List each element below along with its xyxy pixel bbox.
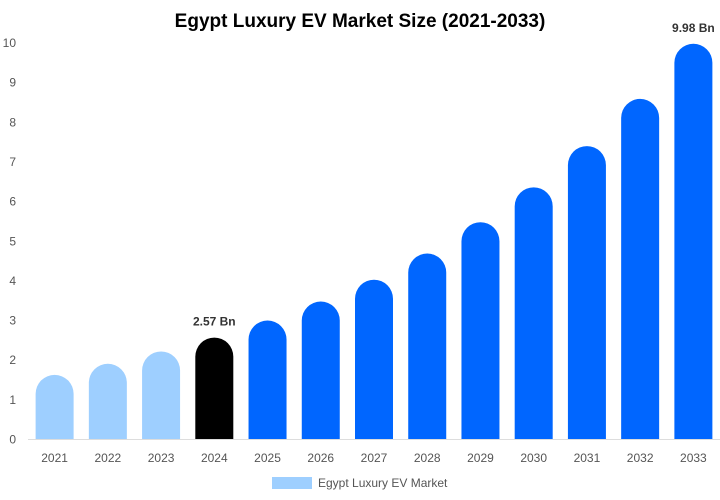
bar-2023 (142, 351, 181, 440)
bar-2028 (408, 253, 447, 440)
bar-2021 (35, 374, 74, 440)
x-tick-label: 2029 (467, 451, 494, 465)
legend[interactable]: Egypt Luxury EV Market (272, 476, 448, 490)
y-tick-label: 10 (3, 36, 17, 50)
x-tick-label: 2026 (307, 451, 334, 465)
y-tick-label: 0 (9, 433, 16, 447)
bar-2031 (567, 146, 606, 440)
chart-title: Egypt Luxury EV Market Size (2021-2033) (175, 11, 546, 32)
y-tick-label: 1 (9, 393, 16, 407)
bar-2024 (195, 337, 234, 440)
y-tick-label: 6 (9, 195, 16, 209)
y-tick-label: 8 (9, 115, 16, 129)
x-tick-label: 2030 (520, 451, 547, 465)
x-tick-label: 2025 (254, 451, 281, 465)
x-tick-label: 2028 (414, 451, 441, 465)
y-tick-label: 5 (9, 234, 16, 248)
bar-2027 (355, 279, 393, 440)
y-tick-label: 3 (9, 314, 16, 328)
bar-2030 (514, 187, 553, 440)
x-tick-label: 2024 (201, 451, 228, 465)
bar-2033 (674, 43, 713, 440)
x-tick-label: 2022 (94, 451, 121, 465)
y-tick-label: 9 (9, 76, 16, 90)
bar-2032 (621, 98, 660, 440)
data-label: 2.57 Bn (193, 315, 236, 329)
legend-swatch (272, 477, 312, 489)
y-tick-label: 4 (9, 274, 16, 288)
legend-label: Egypt Luxury EV Market (318, 476, 448, 490)
x-tick-label: 2027 (361, 451, 388, 465)
bar-2029 (461, 222, 500, 440)
x-tick-label: 2021 (41, 451, 68, 465)
x-tick-label: 2031 (574, 451, 601, 465)
y-axis: 0 1 2 3 4 5 6 7 8 9 10 (3, 36, 17, 447)
y-tick-label: 7 (9, 155, 16, 169)
x-tick-label: 2023 (148, 451, 175, 465)
bar-2022 (88, 363, 127, 440)
bar-2026 (301, 301, 340, 440)
data-labels: 2.57 Bn 9.98 Bn (193, 21, 715, 329)
y-tick-label: 2 (9, 353, 16, 367)
x-axis: 2021 2022 2023 2024 2025 2026 2027 2028 2029 2030… (28, 439, 720, 465)
bars (35, 43, 713, 440)
x-tick-label: 2033 (680, 451, 707, 465)
data-label: 9.98 Bn (672, 21, 715, 35)
bar-2025 (248, 320, 287, 440)
x-tick-label: 2032 (627, 451, 654, 465)
